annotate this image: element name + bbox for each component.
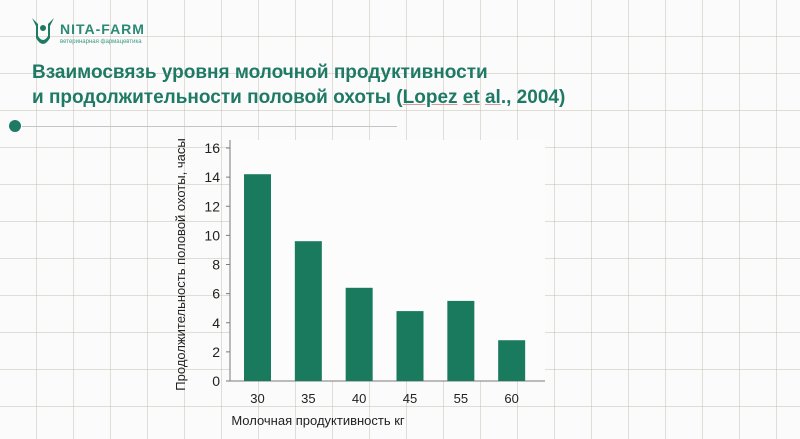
bar-chart: 0 2 4 6 8 10 12 14 16 30 35 40 45 55 60 Молочная продук… bbox=[173, 138, 545, 428]
bar bbox=[498, 340, 526, 381]
x-tick-label: 60 bbox=[504, 391, 518, 406]
x-tick-label: 35 bbox=[301, 391, 315, 406]
x-axis-label: Молочная продуктивность кг bbox=[231, 413, 405, 428]
plot-area bbox=[230, 140, 545, 381]
title-etal: et bbox=[462, 87, 480, 108]
y-tick-label: 6 bbox=[212, 286, 220, 302]
title-divider bbox=[22, 126, 397, 127]
y-axis-label: Продолжительность половой охоты, часы bbox=[173, 138, 188, 390]
x-tick-label: 40 bbox=[352, 391, 366, 406]
y-tick-label: 16 bbox=[204, 140, 220, 156]
bar bbox=[345, 287, 373, 381]
title-line-2: и продолжительности половой охоты (Lopez… bbox=[32, 85, 772, 110]
y-tick-label: 8 bbox=[212, 257, 220, 273]
bar bbox=[396, 311, 424, 381]
cow-head-logo-icon bbox=[32, 18, 54, 44]
title-line-2-prefix: и продолжительности половой охоты ( bbox=[32, 87, 403, 108]
title-suffix: ., 2004) bbox=[500, 87, 566, 108]
bar bbox=[244, 174, 271, 381]
bullet-dot bbox=[9, 120, 21, 132]
title-author: Lopez bbox=[402, 87, 458, 108]
y-tick-label: 2 bbox=[212, 344, 220, 360]
logo-tagline: ветеринарная фармацевтика bbox=[60, 39, 142, 45]
bar bbox=[294, 241, 322, 381]
logo: NITA-FARM ветеринарная фармацевтика bbox=[30, 12, 230, 52]
x-tick-label: 55 bbox=[454, 391, 468, 406]
title-line-1: Взаимосвязь уровня молочной продуктивнос… bbox=[32, 62, 488, 83]
x-tick-label: 30 bbox=[250, 391, 264, 406]
y-tick-label: 12 bbox=[204, 198, 220, 214]
slide-title: Взаимосвязь уровня молочной продуктивнос… bbox=[32, 60, 772, 110]
y-tick-label: 4 bbox=[212, 315, 220, 331]
logo-name: NITA-FARM bbox=[60, 21, 145, 37]
y-tick-label: 0 bbox=[212, 373, 220, 389]
bar bbox=[447, 300, 475, 381]
y-tick-label: 14 bbox=[204, 169, 220, 185]
y-tick-label: 10 bbox=[204, 227, 220, 243]
title-al: al bbox=[484, 87, 501, 108]
x-tick-label: 45 bbox=[403, 391, 417, 406]
